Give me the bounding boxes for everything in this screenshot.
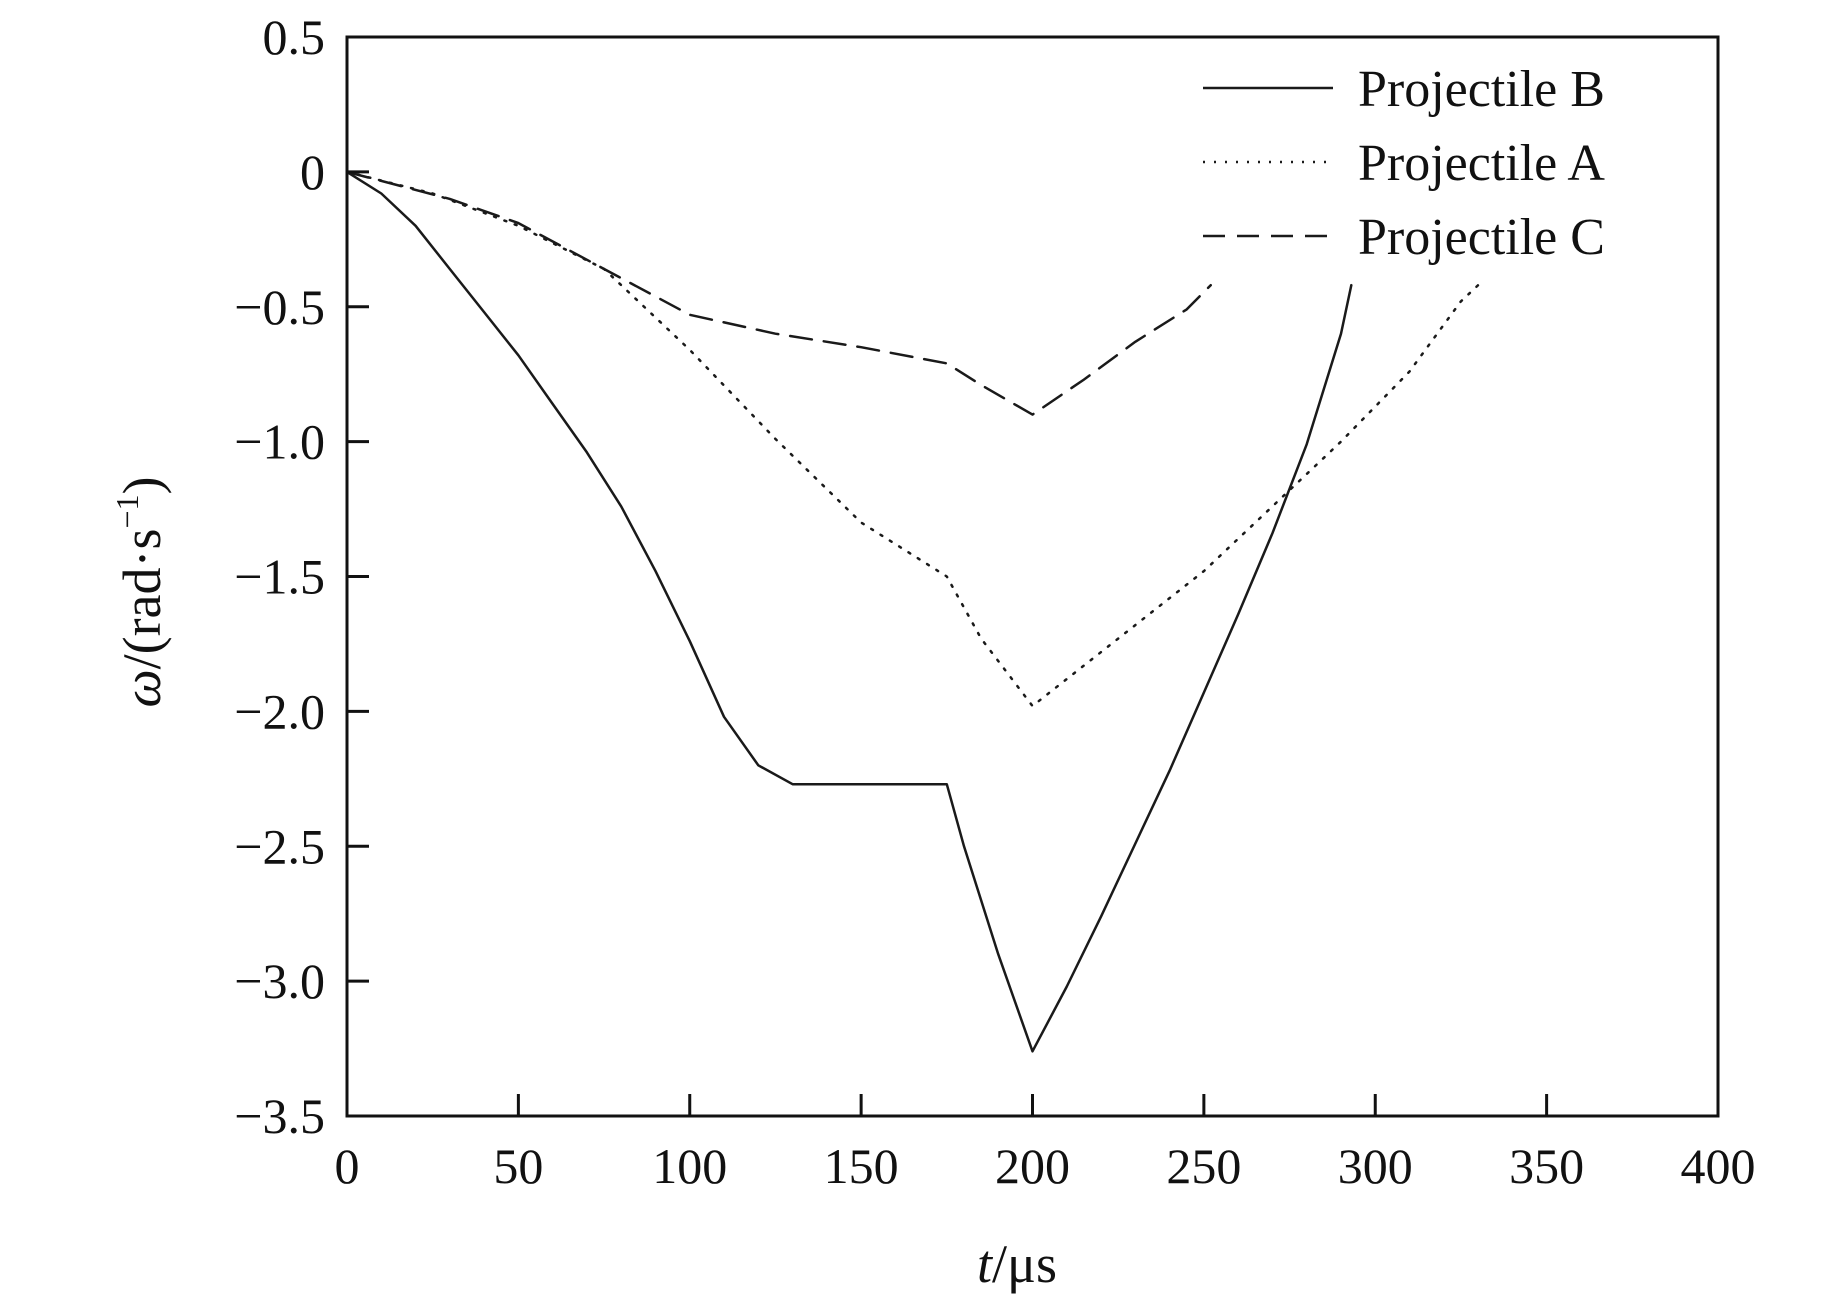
x-tick-label: 150 — [824, 1138, 899, 1194]
plot-frame — [345, 35, 1720, 1118]
x-tick-label: 0 — [335, 1138, 360, 1194]
x-tick-label: 250 — [1166, 1138, 1241, 1194]
x-tick-label: 400 — [1681, 1138, 1756, 1194]
legend: Projectile B Projectile A Projectile C — [1203, 61, 1605, 266]
series-layer — [345, 170, 1480, 1053]
y-tick-label: 0.5 — [263, 9, 326, 65]
legend-label: Projectile C — [1358, 209, 1605, 266]
x-tick-label: 350 — [1509, 1138, 1584, 1194]
y-tick-label: −2.5 — [234, 818, 325, 874]
y-tick-label: −3.5 — [234, 1088, 325, 1144]
legend-label: Projectile A — [1358, 135, 1605, 192]
x-axis-title: t/μs — [977, 1234, 1057, 1294]
y-axis-unit-close: ) — [112, 476, 172, 494]
series-line-projectile-b — [345, 170, 1353, 1053]
y-axis: 0.5 0 −0.5 −1.0 −1.5 −2.0 −2.5 −3.0 −3.5 — [234, 9, 369, 1144]
x-axis: 0 50 100 150 200 250 300 350 400 — [335, 1094, 1756, 1194]
y-tick-label: −0.5 — [234, 279, 325, 335]
x-tick-label: 50 — [493, 1138, 543, 1194]
x-axis-variable: t — [977, 1234, 994, 1294]
x-tick-label: 300 — [1338, 1138, 1413, 1194]
y-axis-variable: ω — [112, 669, 172, 707]
x-tick-label: 100 — [652, 1138, 727, 1194]
legend-label: Projectile B — [1358, 61, 1605, 118]
y-axis-title: ω/(rad·s−1) — [109, 476, 172, 707]
y-axis-unit-exponent: −1 — [109, 494, 145, 528]
x-axis-unit: /μs — [992, 1234, 1057, 1294]
y-axis-unit: /(rad·s — [112, 528, 172, 669]
y-tick-label: −1.0 — [234, 414, 325, 470]
y-tick-label: 0 — [300, 144, 325, 200]
y-tick-label: −2.0 — [234, 683, 325, 739]
y-tick-label: −3.0 — [234, 953, 325, 1009]
y-tick-label: −1.5 — [234, 549, 325, 605]
x-tick-label: 200 — [995, 1138, 1070, 1194]
series-line-projectile-c — [345, 170, 1212, 416]
